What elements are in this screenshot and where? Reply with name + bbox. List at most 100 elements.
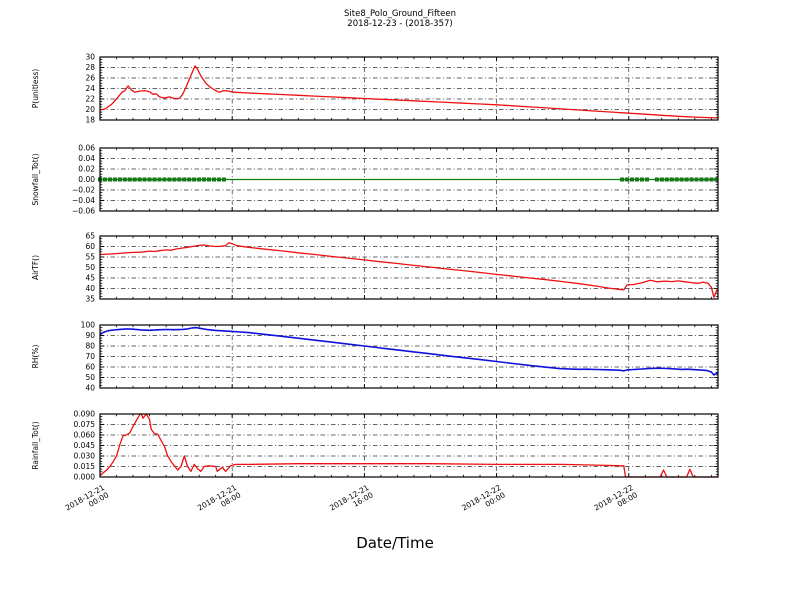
x-axis-title: Date/Time	[356, 534, 434, 552]
series-marker-snowfall-tot	[137, 177, 142, 182]
x-tick-label: 2018-12-2116:00	[328, 483, 375, 520]
y-tick-label: 40	[85, 284, 95, 293]
series-marker-snowfall-tot	[699, 177, 704, 182]
chart-title-line1: Site8_Polo_Ground_Fifteen	[344, 9, 456, 19]
plot-border	[99, 147, 719, 212]
x-tick-label: 2018-12-2200:00	[460, 483, 507, 520]
series-marker-snowfall-tot	[142, 177, 147, 182]
series-marker-snowfall-tot	[620, 177, 625, 182]
y-tick-label: 45	[85, 274, 95, 283]
y-tick-label: 50	[85, 373, 95, 382]
y-tick-label: 0.015	[74, 462, 96, 471]
y-tick-label: 0.090	[74, 410, 96, 419]
plot-border	[99, 324, 719, 389]
y-tick-label: 20	[85, 105, 95, 114]
y-tick-label: 0.000	[74, 473, 96, 482]
series-marker-snowfall-tot	[216, 177, 221, 182]
y-tick-label: 22	[85, 95, 95, 104]
series-marker-snowfall-tot	[639, 177, 644, 182]
y-tick-label: 60	[85, 242, 95, 251]
series-line-airtf	[99, 242, 719, 298]
y-tick-label: 40	[85, 384, 95, 393]
y-tick-label: −0.06	[72, 207, 95, 216]
series-marker-snowfall-tot	[162, 177, 167, 182]
plot-border	[99, 235, 719, 300]
series-marker-snowfall-tot	[689, 177, 694, 182]
series-marker-snowfall-tot	[669, 177, 674, 182]
series-line-p-unitless	[99, 65, 719, 119]
series-marker-snowfall-tot	[172, 177, 177, 182]
series-marker-snowfall-tot	[177, 177, 182, 182]
x-tick-label: 2018-12-2108:00	[196, 483, 243, 520]
series-marker-snowfall-tot	[132, 177, 137, 182]
y-tick-label: 28	[85, 63, 95, 72]
series-marker-snowfall-tot	[107, 177, 112, 182]
series-marker-snowfall-tot	[659, 177, 664, 182]
y-tick-label: 50	[85, 263, 95, 272]
series-marker-snowfall-tot	[182, 177, 187, 182]
series-marker-snowfall-tot	[625, 177, 630, 182]
y-tick-label: 80	[85, 342, 95, 351]
series-marker-snowfall-tot	[197, 177, 202, 182]
y-tick-label: 90	[85, 331, 95, 340]
series-marker-snowfall-tot	[102, 177, 107, 182]
y-tick-label: 65	[85, 232, 95, 241]
series-marker-snowfall-tot	[654, 177, 659, 182]
y-tick-label: 0.045	[74, 441, 96, 450]
series-marker-snowfall-tot	[630, 177, 635, 182]
series-marker-snowfall-tot	[117, 177, 122, 182]
chart-title: Site8_Polo_Ground_Fifteen 2018-12-23 - (…	[0, 9, 800, 29]
y-tick-label: 24	[85, 84, 95, 93]
series-marker-snowfall-tot	[112, 177, 117, 182]
series-marker-snowfall-tot	[679, 177, 684, 182]
series-marker-snowfall-tot	[212, 177, 217, 182]
x-tick-label: 2018-12-2208:00	[593, 483, 640, 520]
y-tick-label: −0.02	[72, 186, 95, 195]
series-marker-snowfall-tot	[202, 177, 207, 182]
series-marker-snowfall-tot	[704, 177, 709, 182]
series-marker-snowfall-tot	[187, 177, 192, 182]
series-line-rh	[99, 326, 719, 376]
y-tick-label: 0.060	[74, 431, 96, 440]
y-tick-label: 30	[85, 53, 95, 62]
y-axis-label-p-unitless: P(unitless)	[31, 69, 40, 108]
y-axis-label-rh: RH(%)	[31, 345, 40, 369]
y-tick-label: 100	[81, 321, 96, 330]
subplot-snowfall-tot: −0.06 −0.04−0.02 0.000.02 0.040.06 Snowfall_…	[31, 144, 719, 216]
y-tick-label: 0.030	[74, 452, 96, 461]
x-tick-label: 2018-12-2100:00	[64, 483, 111, 520]
y-axis-label-snowfall-tot: Snowfall_Tot()	[31, 153, 40, 205]
series-marker-snowfall-tot	[122, 177, 127, 182]
series-marker-snowfall-tot	[192, 177, 197, 182]
series-marker-snowfall-tot	[127, 177, 132, 182]
y-tick-label: 35	[85, 295, 95, 304]
series-marker-snowfall-tot	[157, 177, 162, 182]
y-tick-label: −0.04	[72, 196, 95, 205]
y-tick-label: 26	[85, 74, 95, 83]
y-tick-label: 0.075	[74, 420, 96, 429]
series-marker-snowfall-tot	[167, 177, 172, 182]
series-marker-snowfall-tot	[147, 177, 152, 182]
series-marker-snowfall-tot	[664, 177, 669, 182]
plot-border	[99, 413, 719, 478]
series-marker-snowfall-tot	[207, 177, 212, 182]
series-marker-snowfall-tot	[709, 177, 714, 182]
y-tick-label: 70	[85, 352, 95, 361]
y-tick-label: 55	[85, 253, 95, 262]
series-marker-snowfall-tot	[221, 177, 226, 182]
series-marker-snowfall-tot	[684, 177, 689, 182]
y-tick-label: 0.00	[78, 175, 95, 184]
series-marker-snowfall-tot	[152, 177, 157, 182]
plot-border	[99, 56, 719, 121]
chart-title-line2: 2018-12-23 - (2018-357)	[347, 19, 453, 29]
y-axis-label-rainfall-tot: Rainfall_Tot()	[31, 421, 40, 469]
series-marker-snowfall-tot	[644, 177, 649, 182]
y-tick-label: 60	[85, 363, 95, 372]
y-tick-label: 0.02	[78, 165, 95, 174]
series-marker-snowfall-tot	[635, 177, 640, 182]
